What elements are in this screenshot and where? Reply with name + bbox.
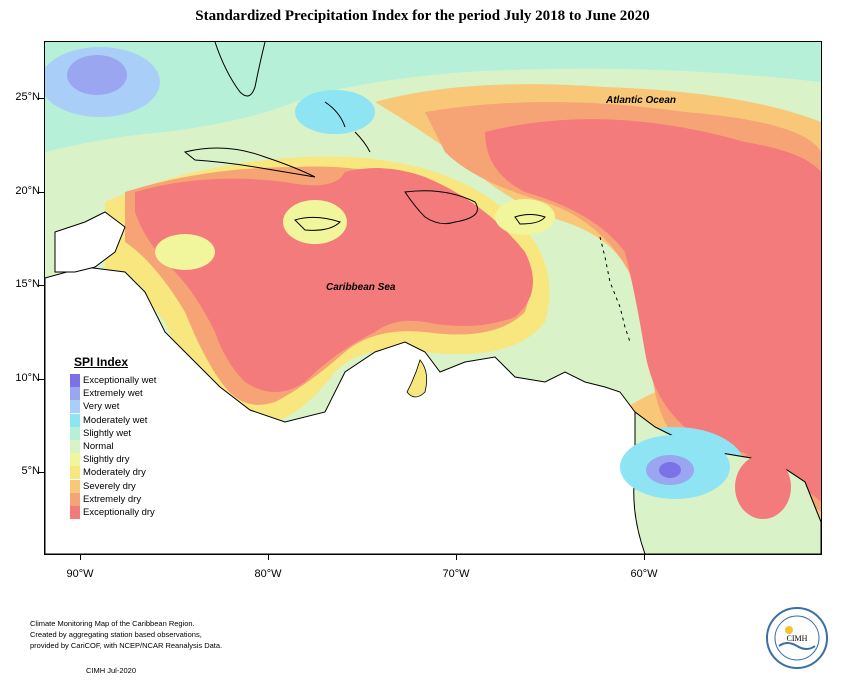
legend-label: Slightly wet	[83, 427, 132, 439]
footnote-credit: CIMH Jul-2020	[86, 666, 137, 675]
lake-maracaibo	[406, 359, 428, 398]
legend-item: Exceptionally wet	[70, 374, 190, 388]
footnote-line: Climate Monitoring Map of the Caribbean …	[30, 619, 195, 628]
legend-label: Normal	[83, 441, 114, 453]
legend-swatch	[70, 505, 80, 519]
landmass-yucatan	[54, 211, 126, 273]
x-tick	[456, 554, 457, 560]
y-tick	[38, 98, 44, 99]
atlantic-ocean-label: Atlantic Ocean	[606, 95, 677, 106]
x-axis-label: 80°W	[254, 568, 282, 580]
legend-swatch	[70, 492, 80, 506]
exceptionally-dry-atlantic	[485, 119, 821, 502]
legend-label: Extremely dry	[83, 493, 142, 505]
y-tick	[38, 285, 44, 286]
legend-item: Extremely dry	[70, 492, 190, 506]
jamaica-outline	[294, 216, 341, 231]
legend-swatch	[70, 387, 80, 401]
legend-swatch	[70, 453, 80, 467]
legend-swatch	[70, 413, 80, 427]
legend-item: Moderately dry	[70, 466, 190, 480]
footnote-line: provided by CariCOF, with NCEP/NCAR Rean…	[30, 641, 223, 650]
legend-label: Moderately dry	[83, 467, 146, 479]
legend-item: Very wet	[70, 400, 190, 414]
bahamas-outline	[324, 101, 371, 153]
wet-zone-north	[45, 42, 821, 152]
spi-map	[45, 42, 821, 554]
slightly-dry-puertorico	[495, 199, 555, 235]
spi-legend: SPI Index Exceptionally wet Extremely wet…	[70, 355, 190, 519]
x-axis-label: 60°W	[630, 568, 658, 580]
slightly-dry-belize	[155, 234, 215, 270]
x-axis-label: 90°W	[66, 568, 94, 580]
footnote-line: Created by aggregating station based obs…	[30, 630, 202, 639]
legend-swatch	[70, 374, 80, 388]
x-tick	[80, 554, 81, 560]
legend-swatch	[70, 440, 80, 454]
legend-swatch	[70, 479, 80, 493]
caribbean-sea-label: Caribbean Sea	[326, 282, 396, 293]
legend-item: Moderately wet	[70, 413, 190, 427]
legend-item: Severely dry	[70, 479, 190, 493]
legend-item: Slightly wet	[70, 426, 190, 440]
y-tick	[38, 472, 44, 473]
guiana-dry-land	[735, 455, 791, 519]
legend-label: Exceptionally dry	[83, 506, 155, 518]
cimh-logo-graphic: CIMH	[766, 607, 828, 669]
slightly-dry-jamaica	[283, 200, 347, 244]
legend-item: Slightly dry	[70, 453, 190, 467]
legend-item: Normal	[70, 440, 190, 454]
y-axis-label: 5°N	[21, 465, 40, 477]
legend-label: Exceptionally wet	[83, 375, 157, 387]
sun-icon	[785, 626, 793, 634]
x-axis-label: 70°W	[442, 568, 470, 580]
legend-label: Extremely wet	[83, 388, 143, 400]
guiana-exceptionally-wet-land	[659, 462, 681, 478]
legend-title: SPI Index	[74, 355, 129, 369]
wet-zone-gulf-core	[67, 55, 127, 95]
hispaniola-outline	[404, 190, 478, 225]
x-tick	[268, 554, 269, 560]
cimh-logo: CIMH	[765, 606, 829, 670]
cuba-outline	[183, 147, 316, 178]
wet-zone-bahamas	[295, 90, 375, 134]
legend-swatch	[70, 426, 80, 440]
wave-icon	[778, 642, 816, 650]
legend-swatch	[70, 400, 80, 414]
cimh-logo-text: CIMH	[787, 634, 808, 643]
footnote: Climate Monitoring Map of the Caribbean …	[30, 618, 222, 651]
legend-label: Severely dry	[83, 480, 136, 492]
map-title: Standardized Precipitation Index for the…	[195, 8, 650, 24]
legend-label: Moderately wet	[83, 414, 148, 426]
y-axis-label: 25°N	[15, 91, 40, 103]
map-canvas	[44, 41, 822, 555]
legend-label: Very wet	[83, 401, 120, 413]
x-tick	[644, 554, 645, 560]
exceptionally-dry-caribbean	[135, 168, 533, 392]
legend-label: Slightly dry	[83, 454, 130, 466]
y-tick	[38, 379, 44, 380]
y-axis-label: 15°N	[15, 278, 40, 290]
y-axis-label: 10°N	[15, 372, 40, 384]
puertorico-outline	[514, 214, 546, 225]
florida-outline	[214, 42, 266, 97]
y-tick	[38, 192, 44, 193]
legend-item: Exceptionally dry	[70, 505, 190, 519]
legend-rows: Exceptionally wet Extremely wet Very wet Mo…	[70, 374, 190, 519]
legend-item: Extremely wet	[70, 387, 190, 401]
legend-swatch	[70, 466, 80, 480]
y-axis-label: 20°N	[15, 185, 40, 197]
